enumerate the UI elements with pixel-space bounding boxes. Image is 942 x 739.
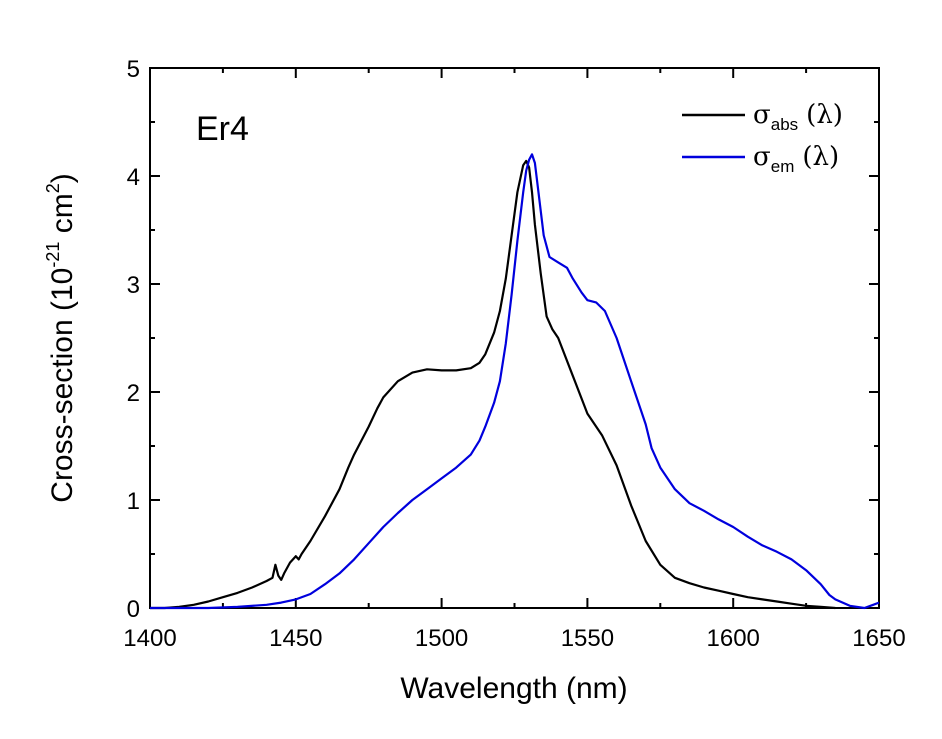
y-tick-label: 2 <box>127 380 140 407</box>
y-tick-label: 3 <box>127 272 140 299</box>
legend-arg-em: (λ) <box>802 142 839 172</box>
legend-sub-abs: abs <box>771 115 798 134</box>
series-line-em <box>150 153 880 610</box>
legend-label-abs: σabs (λ) <box>753 100 843 134</box>
legend-sub-em: em <box>771 157 795 176</box>
y-axis-title-exp2: 2 <box>43 183 63 193</box>
legend: σabs (λ) σem (λ) <box>682 100 843 176</box>
y-tick-label: 0 <box>127 596 140 623</box>
x-tick-label: 1550 <box>561 625 614 652</box>
x-tick-label: 1400 <box>123 625 176 652</box>
axis-ticks: 1400 1450 1500 1550 1600 1650 0 1 2 3 4 5 <box>123 56 905 652</box>
y-axis-title-exp1: -21 <box>43 242 63 268</box>
x-tick-label: 1600 <box>707 625 760 652</box>
legend-arg-abs: (λ) <box>806 100 843 130</box>
y-tick-label: 4 <box>127 164 140 191</box>
panel-label: Er4 <box>196 110 249 148</box>
series-line-abs <box>150 159 836 610</box>
x-tick-label: 1450 <box>269 625 322 652</box>
legend-symbol-em: σ <box>753 142 771 172</box>
x-tick-label: 1650 <box>852 625 905 652</box>
y-axis-title-prefix: Cross-section (10 <box>46 268 79 503</box>
series-layer <box>150 153 880 610</box>
legend-symbol-abs: σ <box>753 100 771 130</box>
y-axis-title: Cross-section (10-21 cm2) <box>43 173 79 502</box>
x-axis-title: Wavelength (nm) <box>400 672 627 705</box>
y-axis-title-mid: cm <box>46 193 79 241</box>
y-axis-title-suffix: ) <box>46 173 79 183</box>
y-tick-label: 5 <box>127 56 140 83</box>
x-tick-label: 1500 <box>415 625 468 652</box>
y-tick-label: 1 <box>127 488 140 515</box>
legend-label-em: σem (λ) <box>753 142 839 176</box>
